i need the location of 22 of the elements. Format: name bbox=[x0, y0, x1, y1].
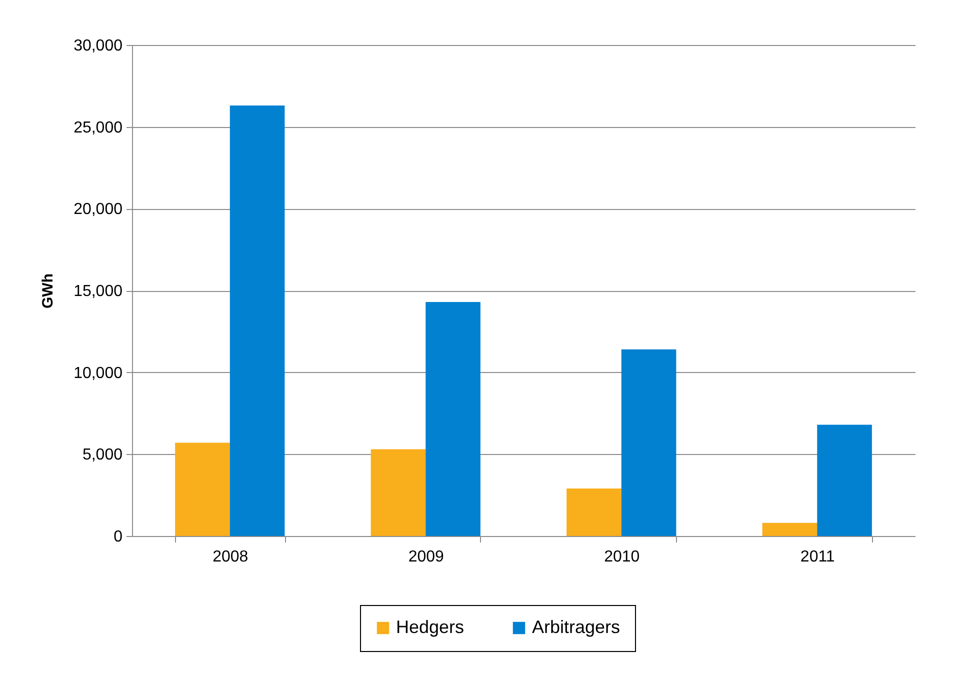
bar bbox=[817, 424, 872, 536]
bar bbox=[370, 449, 426, 536]
legend-label: Hedgers bbox=[396, 617, 464, 637]
legend-label: Arbitragers bbox=[532, 617, 620, 637]
y-tick-label: 10,000 bbox=[74, 364, 123, 382]
y-tick-label: 0 bbox=[114, 528, 123, 546]
x-tick-label: 2010 bbox=[604, 548, 640, 566]
y-tick-label: 30,000 bbox=[74, 38, 123, 54]
x-tick-label: 2008 bbox=[212, 548, 248, 566]
bar bbox=[762, 522, 818, 536]
bar bbox=[230, 106, 285, 536]
y-tick-label: 20,000 bbox=[74, 201, 123, 218]
bar bbox=[426, 302, 480, 536]
y-tick-label: 15,000 bbox=[74, 283, 123, 300]
bar bbox=[175, 442, 230, 536]
y-tick-label: 5,000 bbox=[82, 446, 123, 464]
x-tick-label: 2009 bbox=[408, 548, 444, 566]
bar bbox=[621, 349, 676, 536]
bar bbox=[566, 488, 622, 536]
y-tick-label: 25,000 bbox=[74, 119, 123, 136]
x-tick-label: 2011 bbox=[800, 548, 835, 566]
y-axis-title: GWh bbox=[40, 274, 57, 308]
